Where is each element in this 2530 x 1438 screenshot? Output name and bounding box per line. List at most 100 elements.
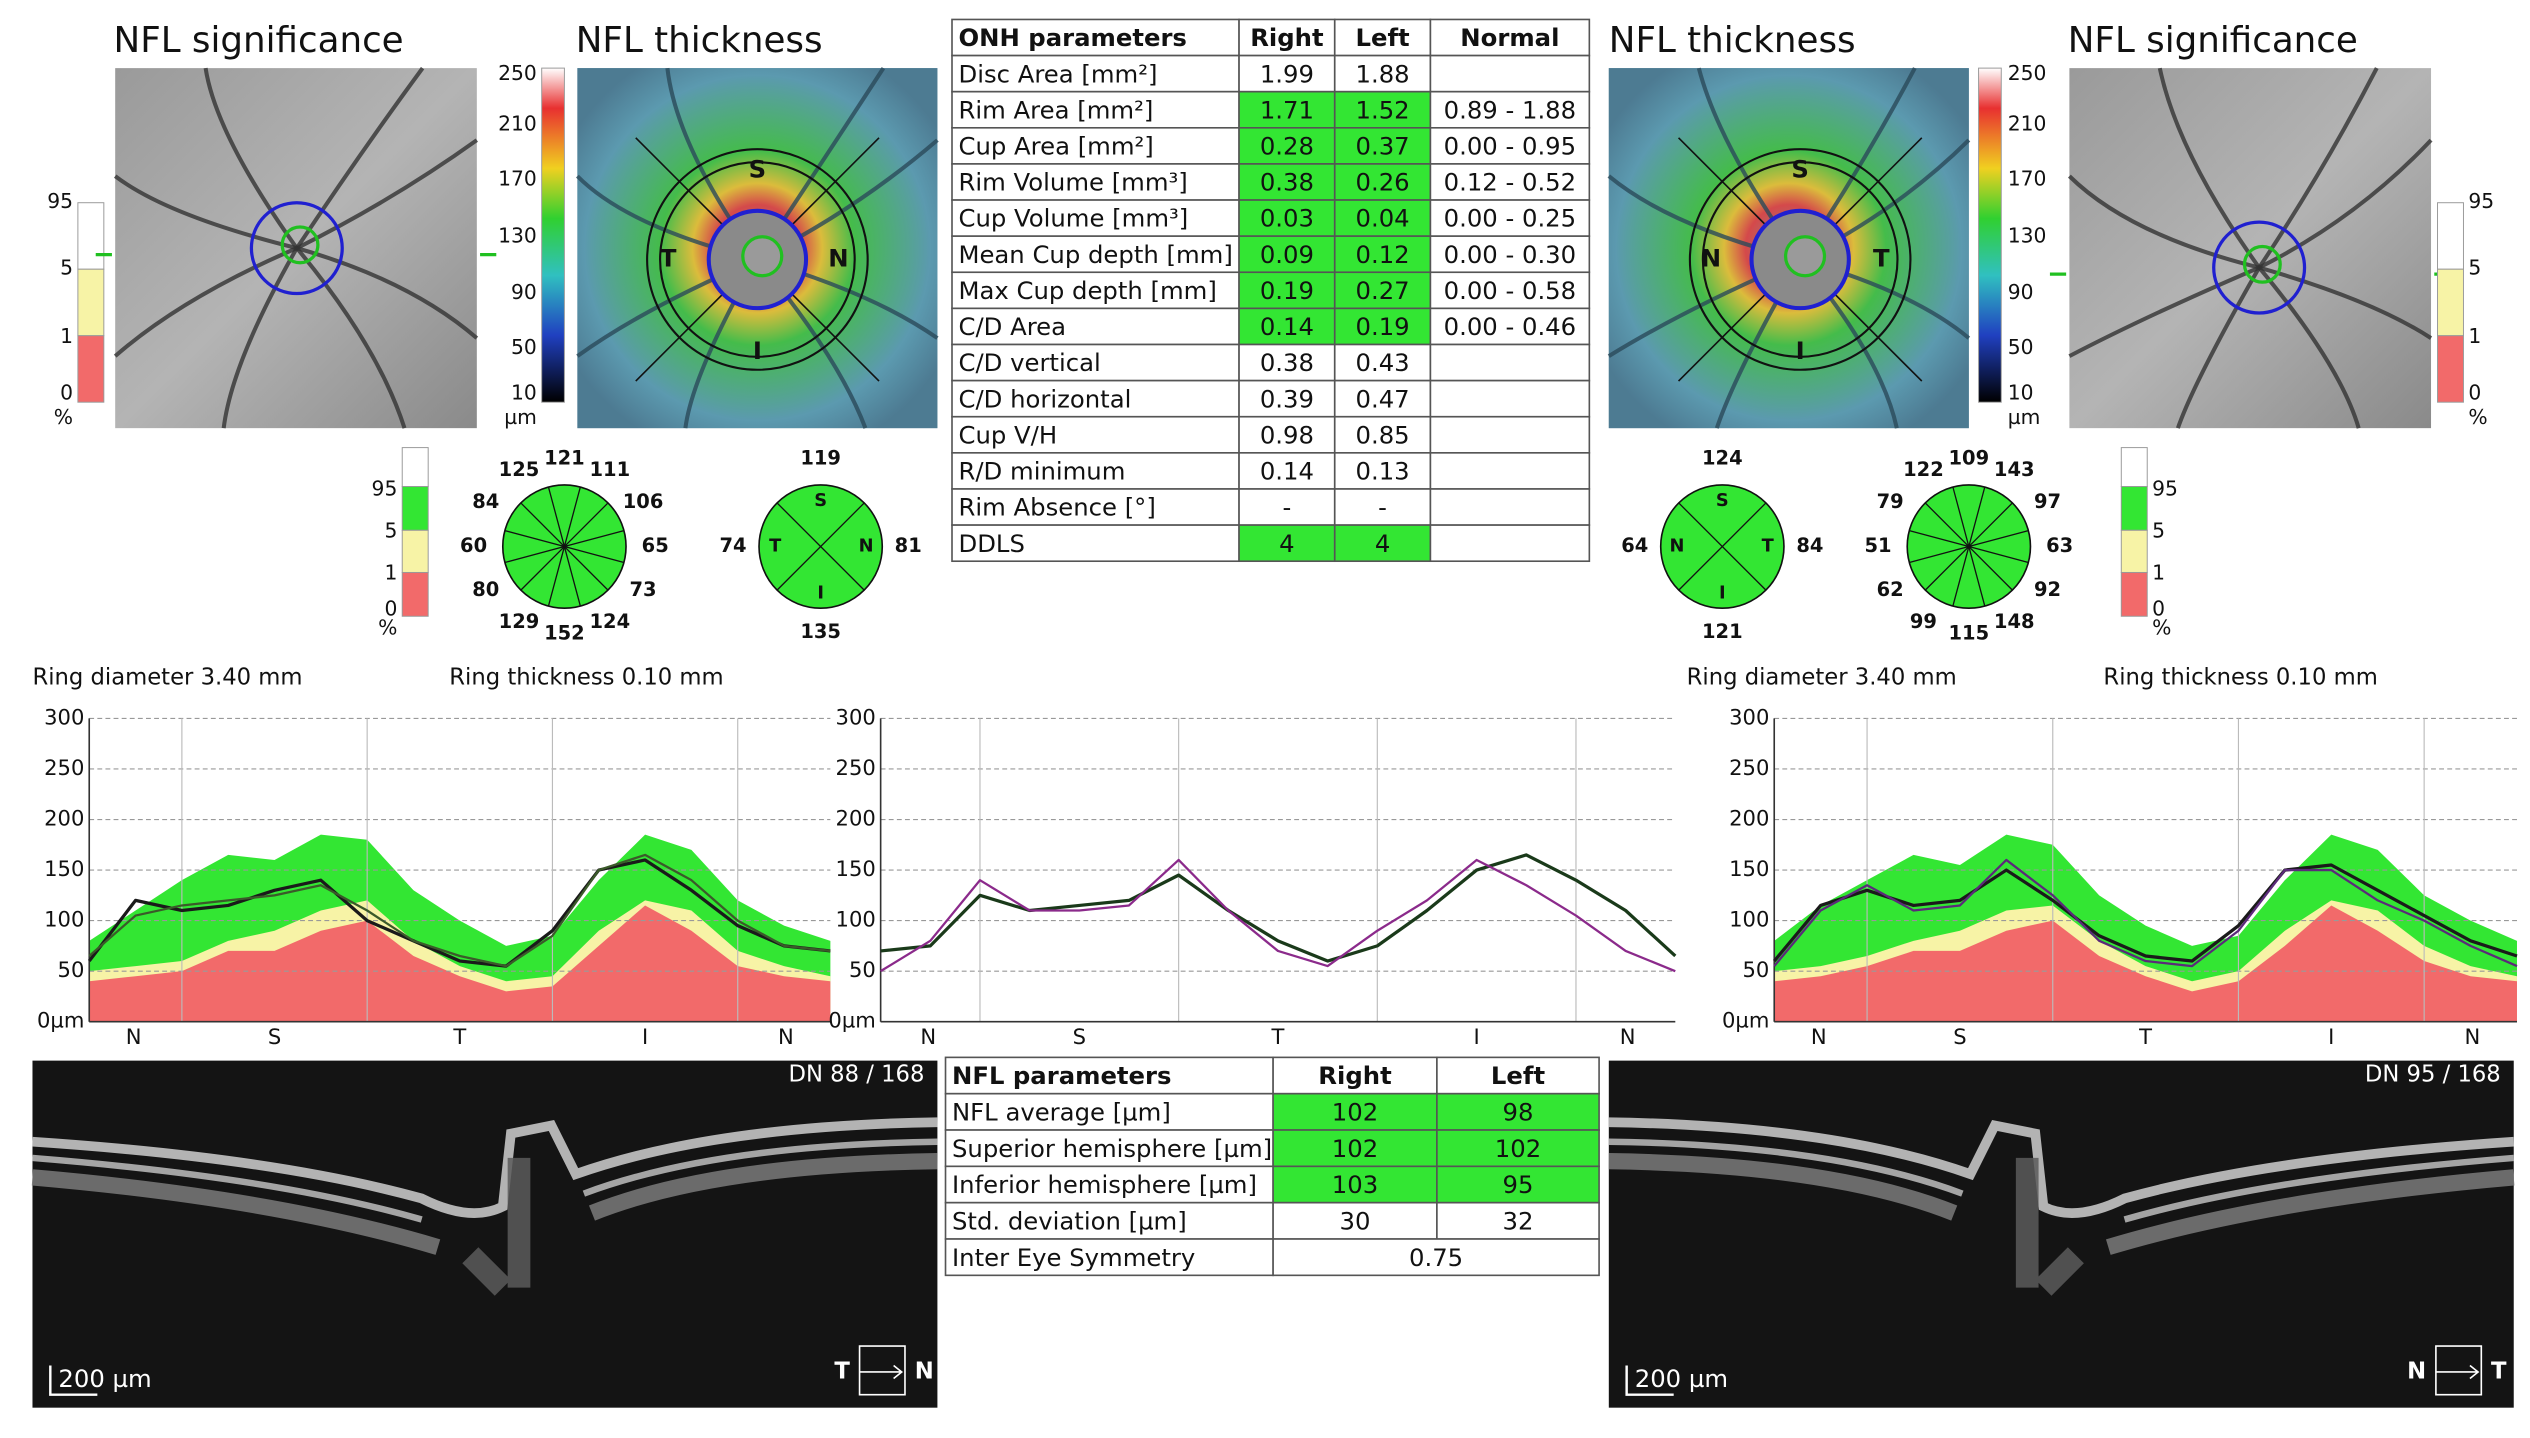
scale-label: 1: [384, 561, 397, 585]
quadrant-label: S: [1716, 490, 1729, 511]
table-text: 0.37: [1356, 131, 1410, 160]
x-tick-label: S: [268, 1024, 281, 1049]
thickness-curve: [1773, 858, 2518, 968]
sector-value: 109: [1949, 446, 1990, 469]
thickness-curve: [880, 858, 1676, 973]
vessel: [2067, 174, 2260, 270]
scale-label: 200 µm: [58, 1364, 151, 1393]
vessel: [295, 66, 425, 250]
sector-value: 65: [642, 534, 669, 557]
sector-value: 106: [623, 490, 664, 513]
scale-label: 210: [2008, 111, 2047, 135]
sector-line: [564, 545, 625, 564]
disc-outline: [249, 201, 344, 296]
sector-line: [1968, 529, 2029, 548]
sector-value: 80: [472, 578, 499, 601]
vessel: [221, 247, 299, 429]
table-text: Disc Area [mm²]: [958, 59, 1157, 88]
panel-title: NFL significance: [114, 20, 404, 61]
scan-position: DN 88 / 168: [789, 1062, 925, 1088]
table-cell: [1429, 163, 1591, 201]
table-text: Normal: [1460, 23, 1559, 52]
sector-line: [1909, 529, 1970, 548]
sector-line: [1924, 502, 1970, 547]
sector-value: 63: [2046, 534, 2073, 557]
table-text: Std. deviation [µm]: [952, 1206, 1187, 1235]
significance-band: [2437, 268, 2464, 337]
table-cell: [1429, 379, 1591, 418]
scale-label: 90: [2008, 280, 2034, 304]
sector-line: [520, 502, 565, 547]
table-cell: [1429, 235, 1591, 274]
table-cell: [1429, 488, 1591, 526]
quadrant-value: 121: [1702, 620, 1743, 643]
table-cell: [1429, 524, 1591, 563]
direction-box: [2435, 1345, 2483, 1396]
table-cell: [1238, 452, 1336, 490]
table-cell: [1272, 1165, 1438, 1204]
scan-ring: [659, 161, 856, 358]
scale-label: %: [54, 405, 73, 429]
direction-label: N: [2407, 1358, 2426, 1384]
scale-label: 50: [2008, 335, 2034, 359]
vessel: [2257, 266, 2361, 429]
panel-title: NFL thickness: [1609, 20, 1856, 61]
scale-label: 10: [511, 381, 537, 405]
table-text: 0.00 - 0.25: [1444, 204, 1577, 233]
scale-label: 5: [60, 256, 73, 280]
table-cell: [1436, 1092, 1600, 1131]
table-cell: [951, 343, 1240, 382]
vessel: [2258, 138, 2433, 270]
sector-line: [1952, 486, 1970, 547]
table-text: Rim Volume [mm³]: [958, 168, 1187, 197]
y-tick-label: 300: [1729, 704, 1769, 729]
scale-label: 95: [2152, 476, 2178, 500]
vessel: [2175, 266, 2261, 429]
sector-value: 148: [1994, 610, 2035, 633]
table-cell: [1272, 1092, 1438, 1131]
x-tick-label: N: [2465, 1024, 2481, 1049]
table-cell: [1429, 343, 1591, 382]
scale-label: 0: [2152, 596, 2165, 620]
quadrant-value: 74: [720, 534, 747, 557]
vessel: [296, 246, 479, 340]
table-text: 0.04: [1356, 204, 1410, 233]
table-text: NFL parameters: [952, 1061, 1172, 1090]
retina-layer: [32, 1138, 938, 1223]
scale-label: %: [2152, 616, 2171, 640]
quadrant-value: 84: [1796, 534, 1823, 557]
scale-label: 200 µm: [1635, 1364, 1728, 1393]
table-cell: [951, 126, 1240, 165]
thickness-curve: [880, 853, 1677, 963]
sector-line: [563, 486, 581, 547]
significance-band: [401, 486, 429, 531]
scale-label: 95: [372, 476, 398, 500]
scale-label: 210: [498, 111, 537, 135]
scale-bar: [1625, 1365, 1674, 1396]
quadrant-label: I: [817, 583, 824, 604]
map-label: T: [660, 243, 677, 272]
sector-line: [563, 502, 609, 547]
map-label: I: [753, 336, 762, 365]
table-text: Right: [1318, 1061, 1392, 1090]
retina-layer: [1608, 1153, 2515, 1255]
quadrant-value: 119: [800, 446, 841, 469]
table-text: 102: [1332, 1097, 1378, 1126]
table-text: Cup Volume [mm³]: [958, 204, 1188, 233]
table-cell: [1238, 163, 1336, 201]
sector-line: [1909, 545, 1970, 564]
quadrant-label: T: [769, 536, 782, 557]
x-tick-label: I: [2328, 1024, 2334, 1049]
scale-label: 130: [498, 223, 537, 247]
scale-label: 0: [2468, 381, 2481, 405]
table-text: Max Cup depth [mm]: [958, 276, 1216, 305]
table-text: Left: [1355, 23, 1410, 52]
table-text: 0.89 - 1.88: [1444, 95, 1577, 124]
map-label: I: [1796, 336, 1805, 365]
table-text: 0.28: [1260, 131, 1314, 160]
table-cell: [1238, 343, 1336, 382]
quadrant-label: S: [814, 490, 827, 511]
thickness-curve: [88, 853, 831, 968]
table-cell: [1436, 1129, 1600, 1168]
